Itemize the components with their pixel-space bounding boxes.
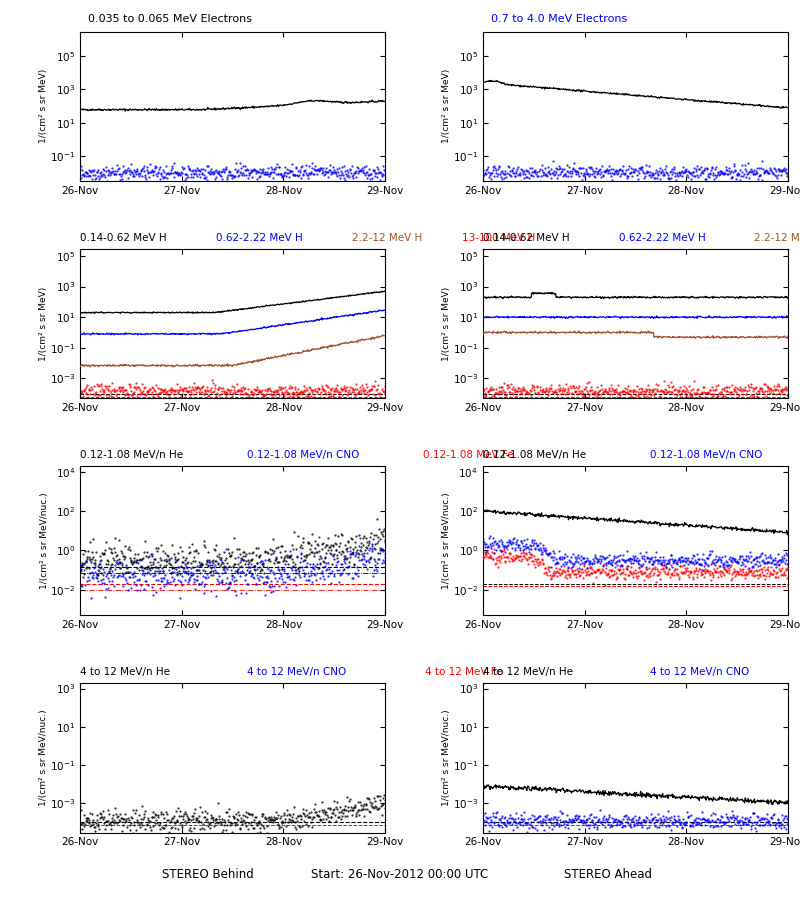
Text: 0.12-1.08 MeV Fe: 0.12-1.08 MeV Fe [422, 450, 517, 460]
Text: 4 to 12 MeV/n CNO: 4 to 12 MeV/n CNO [650, 668, 753, 678]
Text: 4 to 12 MeV/n CNO: 4 to 12 MeV/n CNO [247, 668, 350, 678]
Text: 2.2-12 MeV H: 2.2-12 MeV H [754, 233, 800, 243]
Text: 0.12-1.08 MeV/n He: 0.12-1.08 MeV/n He [80, 450, 186, 460]
Y-axis label: 1/(cm² s sr MeV): 1/(cm² s sr MeV) [442, 69, 451, 143]
Y-axis label: 1/(cm² s sr MeV/nuc.): 1/(cm² s sr MeV/nuc.) [39, 492, 49, 589]
Text: Start: 26-Nov-2012 00:00 UTC: Start: 26-Nov-2012 00:00 UTC [311, 868, 489, 880]
Y-axis label: 1/(cm² s sr MeV/nuc.): 1/(cm² s sr MeV/nuc.) [39, 709, 48, 806]
Text: 4 to 12 MeV/n He: 4 to 12 MeV/n He [80, 668, 174, 678]
Text: 4 to 12 MeV/n He: 4 to 12 MeV/n He [483, 668, 576, 678]
Text: 0.12-1.08 MeV/n He: 0.12-1.08 MeV/n He [483, 450, 590, 460]
Text: 2.2-12 MeV H: 2.2-12 MeV H [351, 233, 425, 243]
Y-axis label: 1/(cm² s sr MeV): 1/(cm² s sr MeV) [442, 286, 451, 361]
Text: STEREO Behind: STEREO Behind [162, 868, 254, 880]
Text: 0.62-2.22 MeV H: 0.62-2.22 MeV H [216, 233, 306, 243]
Y-axis label: 1/(cm² s sr MeV/nuc.): 1/(cm² s sr MeV/nuc.) [442, 492, 451, 589]
Text: 0.12-1.08 MeV/n CNO: 0.12-1.08 MeV/n CNO [247, 450, 362, 460]
Text: 0.7 to 4.0 MeV Electrons: 0.7 to 4.0 MeV Electrons [491, 14, 627, 24]
Text: 0.14-0.62 MeV H: 0.14-0.62 MeV H [80, 233, 170, 243]
Y-axis label: 1/(cm² s sr MeV/nuc.): 1/(cm² s sr MeV/nuc.) [442, 709, 451, 806]
Text: 4 to 12 MeV Fe: 4 to 12 MeV Fe [425, 668, 505, 678]
Y-axis label: 1/(cm² s sr MeV): 1/(cm² s sr MeV) [39, 69, 48, 143]
Text: 0.035 to 0.065 MeV Electrons: 0.035 to 0.065 MeV Electrons [88, 14, 252, 24]
Text: 0.14-0.62 MeV H: 0.14-0.62 MeV H [483, 233, 573, 243]
Text: 0.62-2.22 MeV H: 0.62-2.22 MeV H [618, 233, 709, 243]
Text: STEREO Ahead: STEREO Ahead [564, 868, 652, 880]
Y-axis label: 1/(cm² s sr MeV): 1/(cm² s sr MeV) [39, 286, 48, 361]
Text: 0.12-1.08 MeV/n CNO: 0.12-1.08 MeV/n CNO [650, 450, 766, 460]
Text: 13-100 MeV H: 13-100 MeV H [462, 233, 538, 243]
